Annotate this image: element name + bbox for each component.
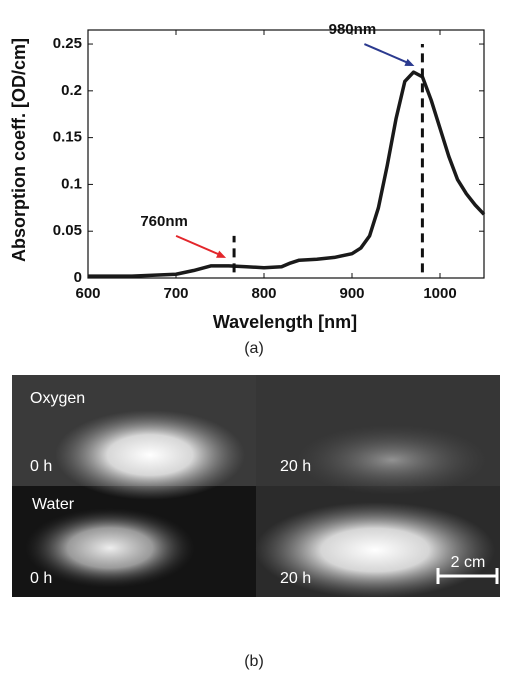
time-label: 0 h [30, 570, 52, 587]
y-tick-label: 0.25 [53, 35, 82, 52]
x-tick-label: 1000 [423, 285, 456, 302]
time-label: 20 h [280, 570, 311, 587]
y-tick-label: 0.15 [53, 129, 82, 146]
row-label: Oxygen [30, 390, 85, 407]
y-tick-label: 0.05 [53, 222, 82, 239]
x-tick-label: 700 [163, 285, 188, 302]
y-tick-label: 0.1 [61, 175, 82, 192]
x-axis-label: Wavelength [nm] [213, 312, 357, 332]
x-tick-label: 600 [75, 285, 100, 302]
y-axis-label: Absorption coeff. [OD/cm] [9, 38, 29, 262]
glow [255, 502, 495, 598]
arrow-head [404, 58, 415, 67]
marker-label: 980nm [329, 21, 377, 38]
row-label: Water [32, 496, 75, 513]
glow [297, 425, 487, 495]
scale-label: 2 cm [451, 554, 486, 571]
time-label: 20 h [280, 458, 311, 475]
time-label: 0 h [30, 458, 52, 475]
arrow [364, 43, 409, 64]
glow [25, 508, 195, 588]
caption: (b) [244, 653, 264, 670]
glow [55, 410, 245, 500]
plot-frame [87, 29, 485, 279]
scale-bar [436, 568, 499, 584]
y-tick-label: 0.2 [61, 82, 82, 99]
line [88, 70, 486, 278]
caption: (a) [244, 340, 264, 357]
marker-label: 760nm [140, 213, 188, 230]
arrow [175, 234, 221, 256]
arrow-head [216, 250, 227, 258]
x-tick-label: 900 [339, 285, 364, 302]
x-tick-label: 800 [251, 285, 276, 302]
y-tick-label: 0 [74, 269, 82, 286]
image-grid: Oxygen 0 h 20 h Water 0 h 20 h 2 cm [12, 375, 500, 598]
